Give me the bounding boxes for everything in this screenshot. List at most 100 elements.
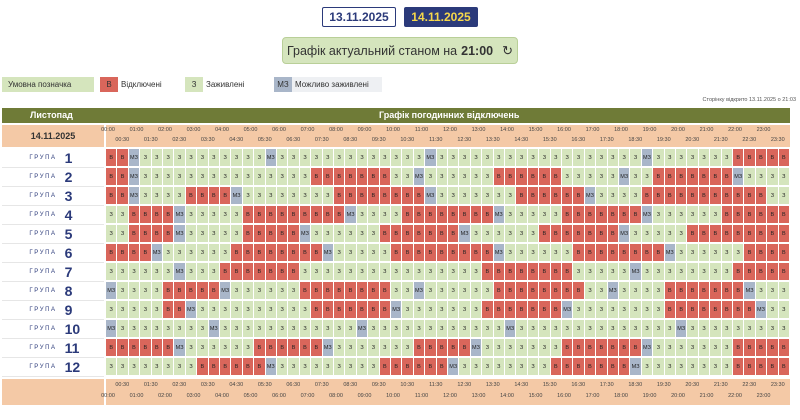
schedule-cell: МЗ — [641, 206, 654, 224]
schedule-cell: В — [448, 206, 460, 224]
schedule-cell: В — [288, 206, 300, 224]
date-label: 14.11.2025 — [2, 125, 104, 147]
schedule-cell: З — [516, 320, 528, 338]
schedule-cell: МЗ — [174, 263, 186, 281]
schedule-cell: З — [721, 358, 733, 376]
schedule-cell: З — [197, 244, 209, 262]
schedule-cell: З — [641, 320, 654, 338]
schedule-cell: З — [459, 358, 471, 376]
schedule-cell: В — [744, 301, 756, 319]
schedule-cell: З — [767, 168, 779, 186]
time-label-00-00: 00:00 — [101, 393, 115, 399]
schedule-cell: В — [117, 187, 129, 205]
schedule-cell: В — [698, 168, 711, 186]
schedule-cell: МЗ — [413, 168, 426, 186]
time-label-18-30: 18:30 — [628, 382, 643, 388]
schedule-cell: З — [208, 244, 220, 262]
schedule-cell: В — [687, 168, 699, 186]
schedule-cell: З — [676, 149, 688, 167]
schedule-cell: З — [220, 244, 232, 262]
schedule-cell: В — [402, 358, 414, 376]
schedule-cell: В — [299, 244, 312, 262]
schedule-cell: З — [368, 206, 380, 224]
schedule-cell: З — [220, 168, 232, 186]
schedule-status-button[interactable]: Графік актуальний станом на 21:00 ↻ — [282, 37, 518, 64]
schedule-cell: В — [117, 149, 129, 167]
schedule-cell: В — [482, 206, 494, 224]
schedule-cell: З — [448, 187, 460, 205]
schedule-cell: З — [231, 339, 243, 357]
schedule-cell: В — [687, 225, 699, 243]
schedule-cell: З — [368, 320, 380, 338]
schedule-cell: З — [379, 244, 391, 262]
schedule-cell: В — [254, 339, 266, 357]
schedule-cell: В — [368, 168, 380, 186]
schedule-cell: В — [311, 206, 323, 224]
time-label-03-00: 03:00 — [186, 393, 201, 399]
schedule-cell: З — [140, 358, 152, 376]
schedule-cell: З — [128, 320, 141, 338]
time-label-22-00: 22:00 — [728, 127, 742, 133]
schedule-cell: В — [767, 244, 779, 262]
schedule-cell: З — [265, 301, 277, 319]
schedule-cell: В — [436, 244, 448, 262]
schedule-cell: В — [653, 168, 665, 186]
schedule-cell: З — [106, 301, 118, 319]
schedule-cell: З — [755, 320, 768, 338]
schedule-cell: З — [231, 168, 243, 186]
schedule-cell: З — [311, 149, 323, 167]
schedule-cell: В — [311, 168, 323, 186]
schedule-cell: З — [277, 282, 289, 300]
schedule-cell: З — [596, 187, 608, 205]
legend-maybe-label: Можливо заживлені — [292, 77, 382, 92]
schedule-cell: З — [345, 149, 357, 167]
schedule-cell: В — [356, 282, 369, 300]
schedule-cell: З — [550, 244, 562, 262]
schedule-cell: З — [448, 149, 460, 167]
schedule-cell: З — [277, 358, 289, 376]
schedule-cell: В — [539, 282, 551, 300]
schedule-cell: В — [562, 206, 574, 224]
schedule-cell: В — [277, 339, 289, 357]
schedule-cell: В — [288, 244, 300, 262]
schedule-cell: З — [505, 206, 517, 224]
schedule-cell: В — [185, 187, 198, 205]
schedule-cell: З — [641, 168, 654, 186]
schedule-cell: З — [641, 282, 654, 300]
time-label-12-30: 12:30 — [457, 382, 472, 388]
time-label-08-30: 08:30 — [343, 137, 358, 143]
schedule-cell: В — [584, 358, 597, 376]
schedule-cell: МЗ — [425, 149, 437, 167]
time-label-15-30: 15:30 — [542, 137, 557, 143]
schedule-cell: В — [755, 339, 768, 357]
schedule-cell: В — [265, 225, 277, 243]
schedule-cell: В — [265, 244, 277, 262]
time-label-19-30: 19:30 — [656, 382, 671, 388]
refresh-icon[interactable]: ↻ — [502, 42, 514, 58]
schedule-cell: З — [505, 244, 517, 262]
time-label-20-00: 20:00 — [671, 393, 685, 399]
schedule-cell: В — [242, 225, 255, 243]
schedule-cell: В — [596, 225, 608, 243]
group-row-10: ГРУПА 10 — [2, 320, 104, 339]
schedule-cell: В — [334, 168, 346, 186]
schedule-cell: В — [413, 225, 426, 243]
schedule-cell: З — [254, 320, 266, 338]
schedule-cell: З — [242, 320, 255, 338]
schedule-cell: З — [744, 320, 756, 338]
schedule-cell: В — [128, 206, 141, 224]
group-label: ГРУПА — [29, 269, 57, 275]
schedule-cell: З — [653, 206, 665, 224]
group-row-5: ГРУПА 5 — [2, 225, 104, 244]
schedule-cell: В — [767, 339, 779, 357]
schedule-cell: В — [539, 225, 551, 243]
time-header-bottom: 00:00 01:00 02:00 03:00 04:00 05:00 06:00 07:00… — [101, 379, 790, 405]
schedule-cell: В — [288, 263, 300, 281]
date-tab-13-11-2025[interactable]: 13.11.2025 — [322, 7, 396, 27]
schedule-cell: З — [117, 225, 129, 243]
schedule-cell: З — [356, 263, 369, 281]
date-tab-14-11-2025[interactable]: 14.11.2025 — [404, 7, 478, 27]
schedule-cell: З — [482, 339, 494, 357]
time-label-09-00: 09:00 — [357, 393, 372, 399]
schedule-cell: З — [607, 301, 619, 319]
